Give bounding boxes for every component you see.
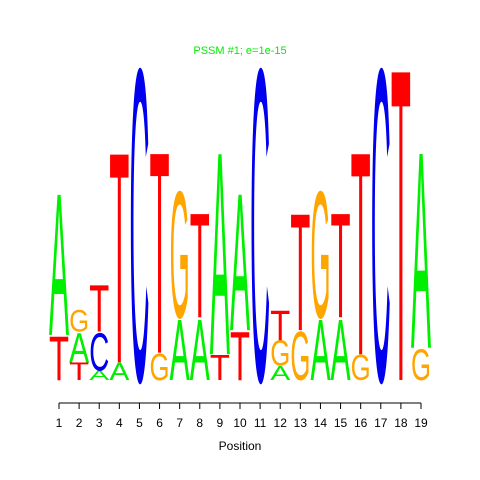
logo-letter: A bbox=[411, 95, 431, 409]
logo-letter: G bbox=[170, 153, 190, 357]
logo-letter: T bbox=[290, 178, 310, 366]
x-tick-label: 15 bbox=[334, 416, 348, 430]
logo-letter: G bbox=[351, 349, 371, 389]
logo-letter: G bbox=[270, 334, 290, 374]
logo-letter: G bbox=[150, 347, 170, 389]
logo-letter: A bbox=[230, 153, 250, 372]
logo-letter: T bbox=[230, 319, 250, 395]
logo-letter: T bbox=[109, 91, 129, 427]
logo-letter: A bbox=[49, 150, 69, 378]
logo-letter: C bbox=[371, 0, 391, 476]
logo-letter: A bbox=[190, 301, 210, 399]
x-tick-label: 9 bbox=[217, 416, 224, 430]
x-tick-label: 16 bbox=[354, 416, 368, 430]
logo-letter: T bbox=[331, 181, 351, 349]
logo-letter: T bbox=[270, 302, 290, 349]
logo-letter: T bbox=[89, 272, 109, 347]
x-tick-label: 6 bbox=[156, 416, 163, 430]
chart-title: PSSM #1; e=1e-15 bbox=[193, 45, 286, 57]
x-tick-label: 1 bbox=[56, 416, 63, 430]
x-axis-label: Position bbox=[219, 439, 262, 453]
logo-letter: G bbox=[411, 340, 431, 390]
x-tick-label: 19 bbox=[414, 416, 428, 430]
logo-letter: T bbox=[49, 324, 69, 394]
logo-letter: A bbox=[210, 91, 230, 416]
logo-letter: A bbox=[109, 358, 130, 386]
x-tick-label: 12 bbox=[274, 416, 288, 430]
logo-letter: A bbox=[89, 368, 109, 383]
x-tick-label: 7 bbox=[176, 416, 183, 430]
logo-letter: G bbox=[69, 303, 89, 339]
logo-letter: A bbox=[331, 301, 351, 399]
x-tick-label: 13 bbox=[294, 416, 308, 430]
logo-letter: A bbox=[69, 324, 89, 371]
logo-letter: A bbox=[170, 301, 190, 399]
logo-letter: C bbox=[129, 0, 149, 476]
logo-letter: T bbox=[391, 0, 411, 476]
x-tick-label: 17 bbox=[374, 416, 388, 430]
x-tick-label: 10 bbox=[233, 416, 247, 430]
x-tick-label: 5 bbox=[136, 416, 143, 430]
logo-letter: G bbox=[310, 153, 330, 357]
logo-letter: G bbox=[290, 319, 310, 395]
logo-letter: A bbox=[310, 301, 330, 399]
x-tick-label: 18 bbox=[394, 416, 408, 430]
logo-letter: A bbox=[270, 363, 291, 385]
x-tick-label: 3 bbox=[96, 416, 103, 430]
logo-letter: C bbox=[250, 0, 270, 476]
x-tick-label: 8 bbox=[196, 416, 203, 430]
logo-letter: T bbox=[150, 92, 170, 414]
x-tick-label: 2 bbox=[76, 416, 83, 430]
logo-letter: T bbox=[351, 91, 371, 416]
logo-letter: T bbox=[190, 181, 210, 349]
logo-letter: T bbox=[69, 358, 89, 386]
x-tick-label: 4 bbox=[116, 416, 123, 430]
x-tick-label: 14 bbox=[314, 416, 328, 430]
logo-letter: C bbox=[89, 324, 109, 383]
x-tick-label: 11 bbox=[254, 416, 267, 430]
logo-letter: T bbox=[210, 349, 230, 389]
